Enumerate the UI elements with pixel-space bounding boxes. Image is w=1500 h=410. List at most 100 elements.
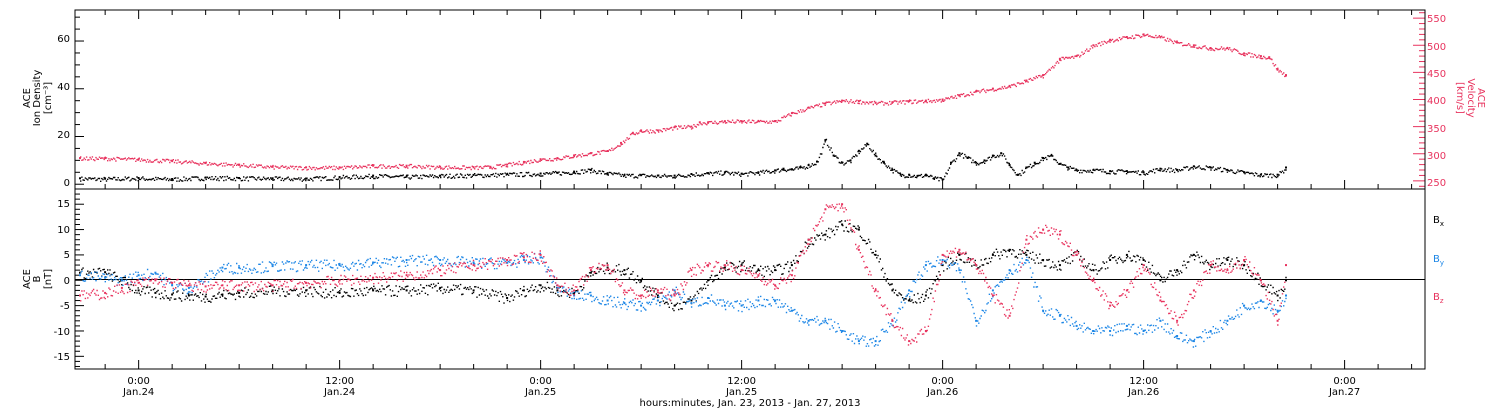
data-point	[1075, 324, 1078, 327]
data-point	[941, 259, 944, 261]
data-point	[1285, 74, 1287, 77]
data-point	[1285, 294, 1287, 297]
data-point	[79, 274, 81, 277]
date-tick-label: Jan.24	[122, 387, 154, 398]
data-point	[1067, 166, 1070, 169]
data-point	[975, 264, 978, 267]
data-point	[439, 286, 442, 289]
data-point	[1042, 74, 1045, 77]
data-point	[824, 139, 827, 142]
top-left-label-line1: ACE	[22, 88, 33, 108]
data-point	[790, 264, 793, 267]
data-point	[1025, 259, 1028, 261]
data-point	[1276, 294, 1279, 297]
data-point	[221, 293, 224, 296]
date-tick-label: Jan.26	[926, 387, 958, 398]
b-field-tick-label: -15	[54, 352, 70, 363]
data-point	[204, 295, 207, 298]
data-point	[539, 284, 542, 287]
data-point	[623, 269, 626, 272]
date-tick-label: Jan.25	[725, 387, 757, 398]
data-point	[439, 259, 442, 261]
data-point	[883, 161, 885, 164]
data-point	[1226, 269, 1229, 272]
data-point	[1008, 164, 1011, 167]
data-point	[891, 101, 894, 104]
data-point	[506, 163, 509, 166]
data-point	[120, 279, 123, 282]
data-point	[958, 248, 961, 251]
data-point	[338, 291, 341, 294]
data-point	[556, 284, 559, 287]
data-point	[1142, 264, 1145, 267]
ion-density-series	[79, 138, 1287, 182]
data-point	[338, 264, 341, 267]
bz-series	[79, 203, 1287, 346]
data-point	[372, 174, 375, 177]
data-point	[1276, 173, 1279, 176]
velocity-tick-label: 300	[1427, 151, 1446, 162]
data-point	[1125, 324, 1128, 327]
data-point	[1109, 259, 1112, 261]
top-right-label-line2: Velocity	[1465, 78, 1476, 117]
data-point	[1159, 167, 1162, 170]
data-point	[1159, 299, 1162, 302]
data-point	[623, 302, 626, 305]
bottom-panel-frame	[74, 188, 1426, 370]
data-point	[908, 289, 911, 292]
data-point	[740, 304, 743, 307]
data-point	[573, 154, 576, 157]
data-point	[707, 121, 710, 124]
data-point	[472, 289, 475, 292]
data-point	[874, 340, 877, 343]
data-point	[1176, 269, 1179, 272]
time-tick-label: 12:00	[1129, 376, 1158, 387]
data-point	[137, 274, 140, 277]
data-point	[372, 289, 375, 292]
velocity-tick-label: 550	[1427, 14, 1446, 25]
data-point	[79, 157, 81, 160]
data-point	[690, 125, 693, 128]
data-point	[1259, 279, 1262, 282]
data-point	[1075, 253, 1078, 256]
bottom-left-label-line2: B	[32, 275, 43, 282]
data-point	[1209, 330, 1212, 332]
data-point	[506, 297, 509, 299]
data-point	[866, 142, 869, 145]
data-point	[1058, 314, 1061, 317]
data-point	[790, 274, 793, 277]
date-tick-label: Jan.27	[1328, 387, 1360, 398]
data-point	[506, 259, 509, 261]
data-point	[1142, 171, 1145, 174]
data-point	[1259, 55, 1262, 58]
data-point	[1226, 259, 1229, 261]
data-point	[1058, 233, 1061, 236]
data-point	[137, 177, 140, 179]
data-point	[1025, 253, 1028, 256]
data-point	[640, 279, 643, 282]
data-point	[1025, 238, 1028, 241]
data-point	[1125, 253, 1128, 256]
time-tick-label: 0:00	[127, 376, 149, 387]
data-point	[991, 154, 994, 157]
data-point	[991, 253, 994, 256]
b-field-tick-labels: -15 -10 -5 0 5 10 15	[54, 199, 70, 363]
data-point	[405, 164, 408, 167]
data-point	[924, 173, 927, 176]
density-tick-label: 60	[57, 34, 70, 45]
legend-bz: Bz	[1433, 292, 1444, 305]
data-point	[1042, 157, 1045, 159]
data-point	[924, 264, 927, 267]
b-field-tick-label: -10	[54, 327, 70, 338]
data-point	[1209, 47, 1212, 49]
data-point	[1276, 68, 1279, 71]
data-point	[1192, 44, 1195, 47]
data-point	[1075, 168, 1078, 171]
data-point	[620, 141, 622, 144]
data-point	[723, 264, 726, 267]
data-point	[707, 297, 710, 299]
data-point	[137, 289, 140, 292]
data-point	[891, 289, 894, 292]
